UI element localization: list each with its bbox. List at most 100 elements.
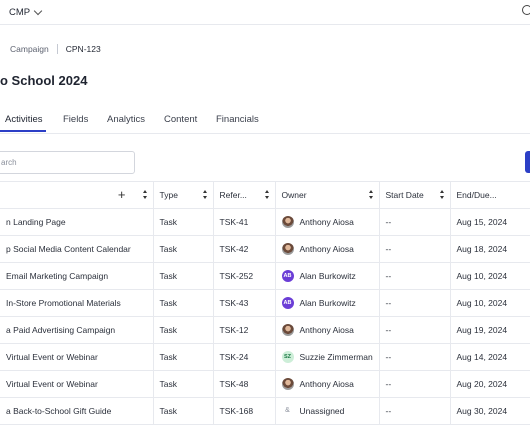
tab-financials[interactable]: Financials [216, 114, 259, 125]
tab-content[interactable]: Content [164, 114, 198, 125]
column-header-start-date[interactable]: Start Date [379, 181, 451, 209]
activity-start-date: -- [379, 289, 451, 317]
activity-owner-cell[interactable]: Anthony Aiosa [275, 370, 380, 398]
app-switcher[interactable]: CMP [9, 6, 43, 18]
activity-end-date: Aug 19, 2024 [450, 316, 530, 344]
activity-end-date: Aug 30, 2024 [450, 397, 530, 425]
activity-type: Task [153, 235, 214, 263]
table-row[interactable]: a Paid Advertising Campaign Task TSK-12 Ant… [0, 316, 530, 344]
owner: Anthony Aiosa [281, 243, 379, 255]
primary-action-button[interactable] [525, 151, 530, 173]
owner-name: Alan Burkowitz [299, 271, 356, 281]
breadcrumb-current: CPN-123 [65, 44, 101, 54]
activity-start-date: -- [379, 343, 451, 371]
column-header-reference[interactable]: Refer... [213, 181, 276, 209]
activity-reference[interactable]: TSK-43 [213, 289, 276, 317]
activity-reference[interactable]: TSK-168 [213, 397, 276, 425]
avatar: SZ [281, 351, 294, 363]
activity-name[interactable]: p Social Media Content Calendar [0, 235, 154, 263]
table-row[interactable]: Virtual Event or Webinar Task TSK-24 SZ Suzz… [0, 343, 530, 371]
owner-name: Suzzie Zimmerman [299, 352, 373, 362]
activity-type: Task [153, 262, 214, 290]
top-bar [0, 0, 530, 25]
activity-name[interactable]: a Paid Advertising Campaign [0, 316, 154, 344]
table-row[interactable]: In-Store Promotional Materials Task TSK-43… [0, 289, 530, 317]
avatar [281, 378, 294, 390]
activity-reference[interactable]: TSK-12 [213, 316, 276, 344]
tabs-divider [0, 133, 530, 134]
column-header-type[interactable]: Type [153, 181, 214, 209]
avatar [281, 324, 294, 336]
activity-end-date: Aug 10, 2024 [450, 262, 530, 290]
activity-end-date: Aug 10, 2024 [450, 289, 530, 317]
search-placeholder: arch [1, 158, 17, 167]
activity-type: Task [153, 208, 214, 236]
avatar: & [285, 407, 290, 414]
table-row[interactable]: p Social Media Content Calendar Task TSK-4… [0, 235, 530, 263]
activity-owner-cell[interactable]: & Unassigned [275, 397, 380, 425]
table-row[interactable]: a Back-to-School Gift Guide Task TSK-168 & U… [0, 397, 530, 425]
owner: Anthony Aiosa [281, 216, 379, 228]
table-header-row: + Type Refer... Owner Start Date End/Due… [0, 181, 530, 209]
activity-end-date: Aug 18, 2024 [450, 235, 530, 263]
activity-type: Task [153, 397, 214, 425]
table-body: n Landing Page Task TSK-41 Anthony Aiosa -- A… [0, 208, 530, 425]
activity-name[interactable]: a Back-to-School Gift Guide [0, 397, 154, 425]
activity-reference[interactable]: TSK-252 [213, 262, 276, 290]
activity-name[interactable]: Virtual Event or Webinar [0, 343, 154, 371]
activity-owner-cell[interactable]: Anthony Aiosa [275, 316, 380, 344]
sort-icon[interactable] [439, 190, 445, 200]
activity-reference[interactable]: TSK-48 [213, 370, 276, 398]
owner-name: Alan Burkowitz [299, 298, 356, 308]
owner: Anthony Aiosa [281, 324, 379, 336]
activity-owner-cell[interactable]: Anthony Aiosa [275, 208, 380, 236]
activity-end-date: Aug 20, 2024 [450, 370, 530, 398]
owner: AB Alan Burkowitz [281, 270, 379, 282]
sort-icon[interactable] [142, 190, 148, 200]
tab-activities[interactable]: Activities [5, 114, 43, 125]
breadcrumb-divider [56, 44, 58, 54]
activity-type: Task [153, 370, 214, 398]
sort-icon[interactable] [202, 190, 208, 200]
table-row[interactable]: n Landing Page Task TSK-41 Anthony Aiosa -- A… [0, 208, 530, 236]
avatar [281, 243, 294, 255]
column-header-name[interactable]: + [0, 181, 154, 209]
activity-owner-cell[interactable]: SZ Suzzie Zimmerman [275, 343, 380, 371]
column-header-owner[interactable]: Owner [275, 181, 380, 209]
sort-icon[interactable] [264, 190, 270, 200]
activity-reference[interactable]: TSK-42 [213, 235, 276, 263]
sort-icon[interactable] [368, 190, 374, 200]
search-icon[interactable] [522, 5, 530, 15]
table-row[interactable]: Email Marketing Campaign Task TSK-252 AB Ala… [0, 262, 530, 290]
tab-analytics[interactable]: Analytics [107, 114, 146, 125]
chevron-down-icon [33, 6, 43, 16]
activity-name[interactable]: Virtual Event or Webinar [0, 370, 154, 398]
activity-end-date: Aug 14, 2024 [450, 343, 530, 371]
activity-name[interactable]: Email Marketing Campaign [0, 262, 154, 290]
activity-reference[interactable]: TSK-24 [213, 343, 276, 371]
activity-owner-cell[interactable]: AB Alan Burkowitz [275, 289, 380, 317]
activity-name[interactable]: In-Store Promotional Materials [0, 289, 154, 317]
search-input[interactable]: arch [0, 151, 135, 174]
activity-type: Task [153, 289, 214, 317]
app-name: CMP [9, 7, 31, 18]
activity-start-date: -- [379, 262, 451, 290]
owner: SZ Suzzie Zimmerman [281, 351, 379, 363]
tab-fields[interactable]: Fields [63, 114, 89, 125]
owner-name: Unassigned [299, 406, 345, 416]
activity-reference[interactable]: TSK-41 [213, 208, 276, 236]
column-header-end-date[interactable]: End/Due... [450, 181, 530, 209]
breadcrumb-campaign[interactable]: Campaign [10, 44, 49, 54]
table-row[interactable]: Virtual Event or Webinar Task TSK-48 Anthon… [0, 370, 530, 398]
activity-owner-cell[interactable]: Anthony Aiosa [275, 235, 380, 263]
activity-owner-cell[interactable]: AB Alan Burkowitz [275, 262, 380, 290]
activity-start-date: -- [379, 316, 451, 344]
activities-table: + Type Refer... Owner Start Date End/Due… [0, 181, 530, 425]
activity-type: Task [153, 343, 214, 371]
active-tab-indicator [0, 130, 46, 132]
owner-name: Anthony Aiosa [299, 325, 354, 335]
owner: AB Alan Burkowitz [281, 297, 379, 309]
activity-name[interactable]: n Landing Page [0, 208, 154, 236]
activity-end-date: Aug 15, 2024 [450, 208, 530, 236]
add-column-icon[interactable]: + [117, 187, 126, 202]
